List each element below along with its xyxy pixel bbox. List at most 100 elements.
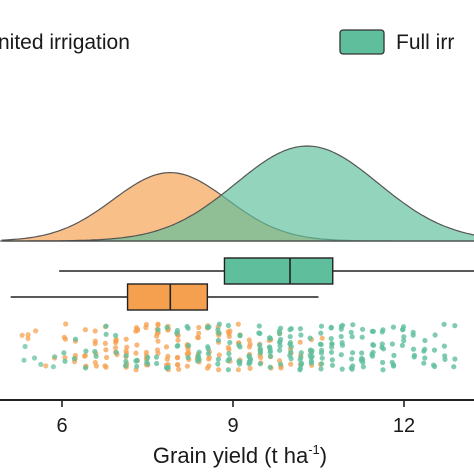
point-full bbox=[307, 347, 314, 353]
point-full bbox=[21, 357, 27, 363]
point-full bbox=[215, 356, 221, 362]
point-limited bbox=[195, 334, 201, 340]
point-full bbox=[205, 351, 211, 357]
point-full bbox=[225, 367, 231, 373]
point-full bbox=[441, 321, 447, 327]
point-full bbox=[237, 333, 243, 339]
legend-label-limited: nited irrigation bbox=[0, 31, 130, 54]
point-full bbox=[52, 354, 58, 360]
point-full bbox=[215, 337, 221, 343]
point-full bbox=[174, 343, 180, 349]
point-limited bbox=[25, 332, 31, 338]
point-full bbox=[287, 327, 293, 333]
point-limited bbox=[19, 332, 25, 338]
point-full bbox=[83, 348, 89, 354]
point-full bbox=[431, 347, 438, 353]
x-axis-title-main: Grain yield (t ha bbox=[153, 443, 309, 468]
point-full bbox=[93, 353, 99, 359]
point-full bbox=[133, 358, 139, 364]
point-full bbox=[370, 342, 376, 348]
point-full bbox=[318, 341, 324, 348]
point-limited bbox=[226, 333, 232, 340]
point-full bbox=[164, 365, 170, 371]
point-full bbox=[227, 339, 233, 346]
point-limited bbox=[92, 328, 98, 334]
point-full bbox=[195, 358, 201, 364]
point-limited bbox=[175, 362, 181, 368]
point-full bbox=[350, 350, 356, 356]
point-limited bbox=[123, 348, 129, 354]
point-full bbox=[257, 350, 264, 356]
point-full bbox=[257, 330, 263, 337]
point-full bbox=[319, 347, 325, 353]
point-full bbox=[390, 362, 397, 368]
point-full bbox=[451, 364, 457, 370]
point-full bbox=[215, 327, 221, 333]
point-full bbox=[62, 358, 68, 364]
point-full bbox=[359, 334, 365, 340]
point-full bbox=[226, 356, 233, 362]
point-full bbox=[380, 346, 387, 352]
point-full bbox=[329, 362, 336, 368]
point-full bbox=[318, 330, 324, 336]
point-limited bbox=[143, 324, 149, 331]
point-limited bbox=[154, 347, 161, 353]
point-full bbox=[278, 361, 284, 367]
point-full bbox=[339, 366, 345, 372]
point-limited bbox=[225, 329, 231, 335]
point-full bbox=[22, 343, 28, 350]
point-full bbox=[71, 356, 77, 362]
point-full bbox=[401, 338, 407, 344]
point-limited bbox=[62, 336, 68, 342]
point-full bbox=[308, 360, 314, 366]
point-full bbox=[134, 363, 140, 369]
point-full bbox=[318, 323, 325, 329]
point-full bbox=[237, 359, 243, 365]
point-full bbox=[442, 353, 448, 359]
point-full bbox=[185, 325, 191, 331]
point-full bbox=[349, 366, 355, 372]
box-full bbox=[223, 257, 334, 285]
point-limited bbox=[196, 330, 202, 336]
point-limited bbox=[246, 337, 252, 343]
point-full bbox=[329, 357, 335, 363]
point-full bbox=[92, 348, 98, 355]
point-full bbox=[164, 324, 170, 331]
point-full bbox=[277, 343, 283, 349]
point-full bbox=[369, 351, 375, 357]
point-full bbox=[123, 358, 129, 364]
point-limited bbox=[62, 355, 68, 361]
point-limited bbox=[297, 339, 303, 345]
point-full bbox=[380, 327, 386, 333]
point-limited bbox=[92, 359, 98, 366]
point-full bbox=[205, 324, 211, 330]
point-limited bbox=[63, 321, 69, 327]
point-full bbox=[410, 329, 416, 335]
boxplots bbox=[10, 257, 474, 311]
point-limited bbox=[104, 354, 110, 361]
point-full bbox=[297, 357, 303, 363]
point-full bbox=[267, 364, 273, 370]
point-full bbox=[38, 361, 44, 367]
point-limited bbox=[196, 324, 202, 331]
point-limited bbox=[43, 363, 49, 369]
point-full bbox=[50, 364, 57, 370]
point-full bbox=[338, 352, 344, 358]
point-full bbox=[339, 340, 345, 346]
point-limited bbox=[82, 352, 88, 359]
point-full bbox=[421, 360, 427, 366]
point-full bbox=[452, 356, 458, 362]
point-full bbox=[113, 349, 119, 356]
x-tick-label-12: 12 bbox=[393, 415, 415, 437]
point-full bbox=[247, 358, 253, 364]
point-full bbox=[225, 322, 231, 329]
point-full bbox=[297, 367, 303, 373]
point-full bbox=[82, 365, 89, 371]
point-full bbox=[360, 326, 366, 332]
point-limited bbox=[184, 363, 190, 369]
jitter-points bbox=[19, 321, 458, 373]
point-limited bbox=[133, 350, 139, 356]
point-full bbox=[410, 346, 417, 352]
point-full bbox=[328, 336, 334, 342]
